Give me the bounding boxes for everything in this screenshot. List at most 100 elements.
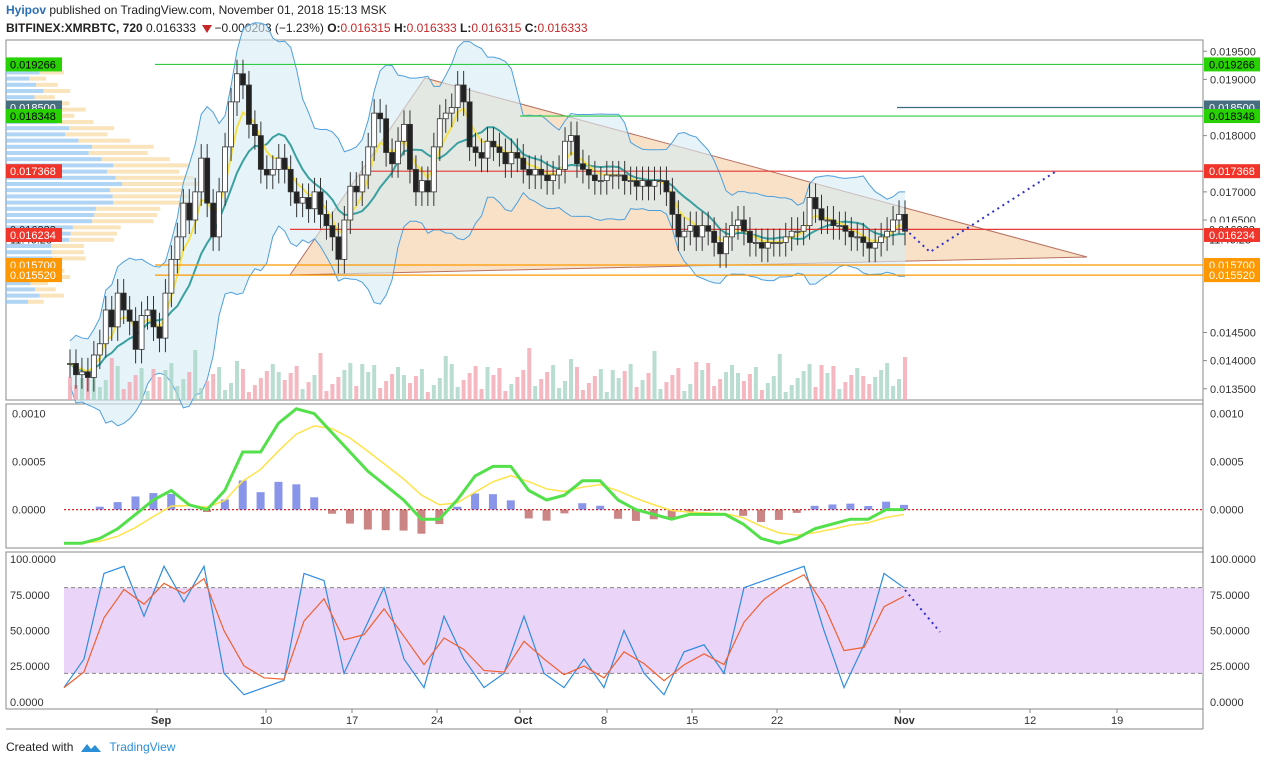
candle-body <box>347 185 354 221</box>
volume-bar <box>503 391 508 400</box>
volume-bar <box>759 390 764 400</box>
candle-body <box>478 152 485 159</box>
price-tick-label: 0.014000 <box>1210 356 1256 368</box>
volume-bar <box>586 383 591 400</box>
volume-bar <box>873 377 878 400</box>
volume-bar <box>867 384 872 400</box>
volume-bar <box>175 386 180 400</box>
candle-body <box>132 320 139 350</box>
volume-bar <box>437 378 442 400</box>
volume-bar <box>557 388 562 400</box>
macd-histogram-bar <box>131 496 140 510</box>
volume-bar <box>282 380 287 400</box>
macd-histogram-bar <box>453 506 462 510</box>
volume-profile-bar-sell <box>88 151 148 155</box>
tradingview-brand[interactable]: TradingView <box>109 740 176 754</box>
macd-tick-label: 0.0010 <box>1210 409 1244 421</box>
price-chart[interactable]: 0.0195000.0190000.0180000.0170000.016500… <box>0 0 1267 735</box>
volume-bar <box>670 375 675 400</box>
candle-body <box>603 174 610 182</box>
volume-bar <box>801 371 806 400</box>
volume-bar <box>366 372 371 400</box>
candle-body <box>568 135 574 142</box>
candle-body <box>645 180 652 187</box>
candle-body <box>675 213 682 238</box>
candle-body <box>281 157 288 170</box>
volume-bar <box>539 379 544 400</box>
volume-bar <box>163 370 168 400</box>
time-tick-label: 22 <box>771 715 783 727</box>
candle-body <box>735 219 741 227</box>
macd-histogram-bar <box>864 506 873 510</box>
tradingview-logo-icon <box>81 744 102 752</box>
volume-profile-bar <box>6 95 35 100</box>
author-name[interactable]: Hyipov <box>6 3 47 17</box>
candle-body <box>174 236 181 260</box>
stoch-tick-label: 50.0000 <box>1210 626 1250 638</box>
volume-bar <box>324 391 329 400</box>
volume-bar <box>676 368 681 400</box>
volume-bar <box>849 375 854 400</box>
candle-body <box>741 219 747 232</box>
candle-body <box>729 225 735 238</box>
price-label-text: 0.019266 <box>1209 59 1255 71</box>
candle-body <box>890 219 896 232</box>
candle-body <box>234 73 240 103</box>
volume-bar <box>783 392 788 400</box>
stoch-left-tick-label: 50.0000 <box>10 626 50 638</box>
volume-profile-bar <box>6 70 40 75</box>
volume-bar <box>491 375 496 400</box>
candle-body <box>520 157 527 170</box>
candle-body <box>430 146 437 193</box>
candle-body <box>150 309 157 328</box>
candle-body <box>615 174 622 177</box>
volume-bar <box>229 383 234 400</box>
volume-bar <box>467 373 472 400</box>
macd-histogram-bar <box>739 509 748 516</box>
candle-body <box>371 112 378 148</box>
candle-body <box>860 236 867 243</box>
price-tick-label: 0.019500 <box>1210 46 1256 58</box>
volume-profile-bar-sell <box>27 299 44 304</box>
candle-body <box>854 236 861 239</box>
price-label-text: 0.015520 <box>1209 270 1255 282</box>
volume-bar <box>885 363 890 400</box>
volume-bar <box>861 376 866 400</box>
candle-body <box>574 135 580 165</box>
volume-bar <box>133 375 138 400</box>
stoch-left-tick-label: 75.0000 <box>10 590 50 602</box>
volume-bar <box>461 380 466 400</box>
price-label-text: 0.017368 <box>1209 166 1255 178</box>
candle-body <box>764 242 771 249</box>
candle-body <box>687 225 694 232</box>
candle-body <box>723 236 729 255</box>
stoch-left-tick-label: 100.0000 <box>10 554 56 566</box>
candle-body <box>335 236 342 260</box>
volume-bar <box>330 384 335 400</box>
volume-profile-bar <box>6 76 30 81</box>
volume-profile-bar <box>6 281 31 286</box>
volume-bar <box>390 374 395 400</box>
volume-bar <box>533 386 538 400</box>
volume-bar <box>652 351 657 400</box>
volume-profile-bar-sell <box>69 126 115 131</box>
volume-bar <box>724 372 729 400</box>
volume-bar <box>497 368 502 400</box>
candle-body <box>401 123 407 142</box>
volume-profile-bar <box>6 299 28 304</box>
volume-bar <box>73 385 78 400</box>
stoch-tick-label: 0.0000 <box>1210 697 1244 709</box>
macd-histogram-bar <box>810 505 819 510</box>
volume-bar <box>634 387 639 400</box>
close-value: 0.016333 <box>537 21 588 35</box>
candle-body <box>120 292 127 311</box>
volume-bar <box>843 382 848 400</box>
projection-path <box>904 171 1056 254</box>
volume-bar <box>765 383 770 400</box>
candle-body <box>341 219 348 260</box>
bollinger-upper <box>69 22 905 342</box>
candle-body <box>90 354 97 378</box>
volume-bar <box>891 386 896 400</box>
volume-bar <box>771 376 776 400</box>
stoch-band <box>64 587 1203 674</box>
